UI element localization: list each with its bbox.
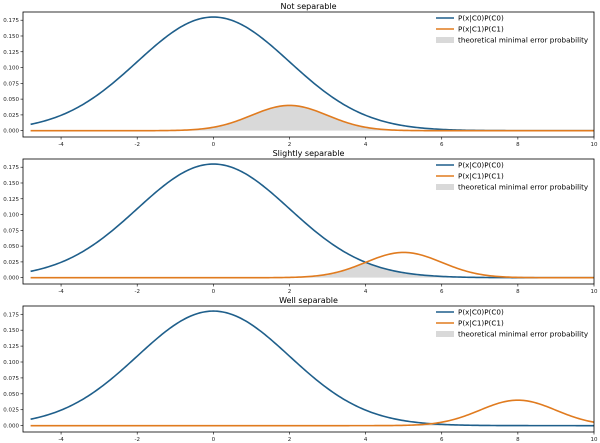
y-tick-label: 0.075 [3, 376, 19, 382]
x-tick-label: 4 [364, 142, 368, 148]
x-tick-label: -2 [134, 142, 139, 148]
axes-frame [22, 305, 595, 433]
error-region [30, 105, 595, 131]
x-tick-label: 4 [364, 437, 368, 443]
y-tick-label: 0.000 [3, 424, 19, 430]
y-tick-label: 0.150 [3, 34, 19, 40]
y-tick-label: 0.050 [3, 97, 19, 103]
y-tick-label: 0.100 [3, 360, 19, 366]
x-tick-label: 0 [212, 289, 216, 295]
x-tick-label: 8 [516, 437, 520, 443]
legend-swatch-error [436, 184, 454, 190]
x-tick-label: 6 [440, 437, 444, 443]
legend-label: theoretical minimal error probability [458, 183, 589, 192]
y-tick-label: 0.050 [3, 244, 19, 250]
y-tick-label: 0.025 [3, 113, 19, 119]
y-tick-label: 0.100 [3, 213, 19, 219]
series-line-c1 [30, 104, 594, 132]
x-tick-label: 8 [516, 142, 520, 148]
series-line-c0 [30, 163, 594, 279]
error-region [30, 262, 595, 278]
x-tick-label: 6 [440, 142, 444, 148]
y-tick-label: 0.150 [3, 181, 19, 187]
legend-label: P(x|C1)P(C1) [458, 319, 504, 328]
series-line-c1 [30, 399, 595, 427]
legend-label: P(x|C1)P(C1) [458, 25, 504, 34]
chart-title: Slightly separable [273, 149, 345, 158]
y-tick-label: 0.150 [3, 328, 19, 334]
y-tick-label: 0.075 [3, 81, 19, 87]
y-tick-label: 0.075 [3, 228, 19, 234]
y-tick-label: 0.175 [3, 312, 19, 318]
y-tick-label: 0.125 [3, 344, 19, 350]
y-tick-label: 0.025 [3, 408, 19, 414]
y-tick-label: 0.100 [3, 66, 19, 72]
x-tick-label: -4 [58, 289, 64, 295]
y-tick-label: 0.175 [3, 165, 19, 171]
legend-swatch-error [436, 331, 454, 337]
legend-label: theoretical minimal error probability [458, 36, 589, 45]
chart-title: Not separable [280, 2, 336, 11]
legend-label: P(x|C0)P(C0) [458, 14, 504, 23]
y-tick-label: 0.175 [3, 18, 19, 24]
legend-label: P(x|C0)P(C0) [458, 308, 504, 317]
x-tick-label: 2 [288, 437, 292, 443]
y-tick-label: 0.000 [3, 129, 19, 135]
legend-label: P(x|C1)P(C1) [458, 172, 504, 181]
x-tick-label: 10 [591, 289, 598, 295]
y-tick-label: 0.125 [3, 50, 19, 56]
x-tick-label: 8 [516, 289, 520, 295]
x-tick-label: 6 [440, 289, 444, 295]
x-tick-label: -4 [58, 142, 64, 148]
axes-frame [22, 11, 595, 138]
x-tick-label: 2 [288, 289, 292, 295]
x-tick-label: 0 [212, 437, 216, 443]
x-tick-label: 2 [288, 142, 292, 148]
chart-title: Well separable [279, 296, 338, 305]
x-tick-label: -2 [134, 437, 139, 443]
x-tick-label: 10 [591, 437, 598, 443]
x-tick-label: 0 [212, 142, 216, 148]
y-tick-label: 0.125 [3, 197, 19, 203]
x-tick-label: -2 [134, 289, 139, 295]
legend-label: theoretical minimal error probability [458, 330, 589, 339]
legend-label: P(x|C0)P(C0) [458, 161, 504, 170]
x-tick-label: 4 [364, 289, 368, 295]
y-tick-label: 0.025 [3, 260, 19, 266]
x-tick-label: 10 [591, 142, 598, 148]
series-line-c1 [30, 251, 594, 279]
x-tick-label: -4 [58, 437, 64, 443]
axes-frame [22, 158, 595, 285]
y-tick-label: 0.050 [3, 392, 19, 398]
series-line-c0 [30, 310, 594, 427]
y-tick-label: 0.000 [3, 276, 19, 282]
legend-swatch-error [436, 37, 454, 43]
